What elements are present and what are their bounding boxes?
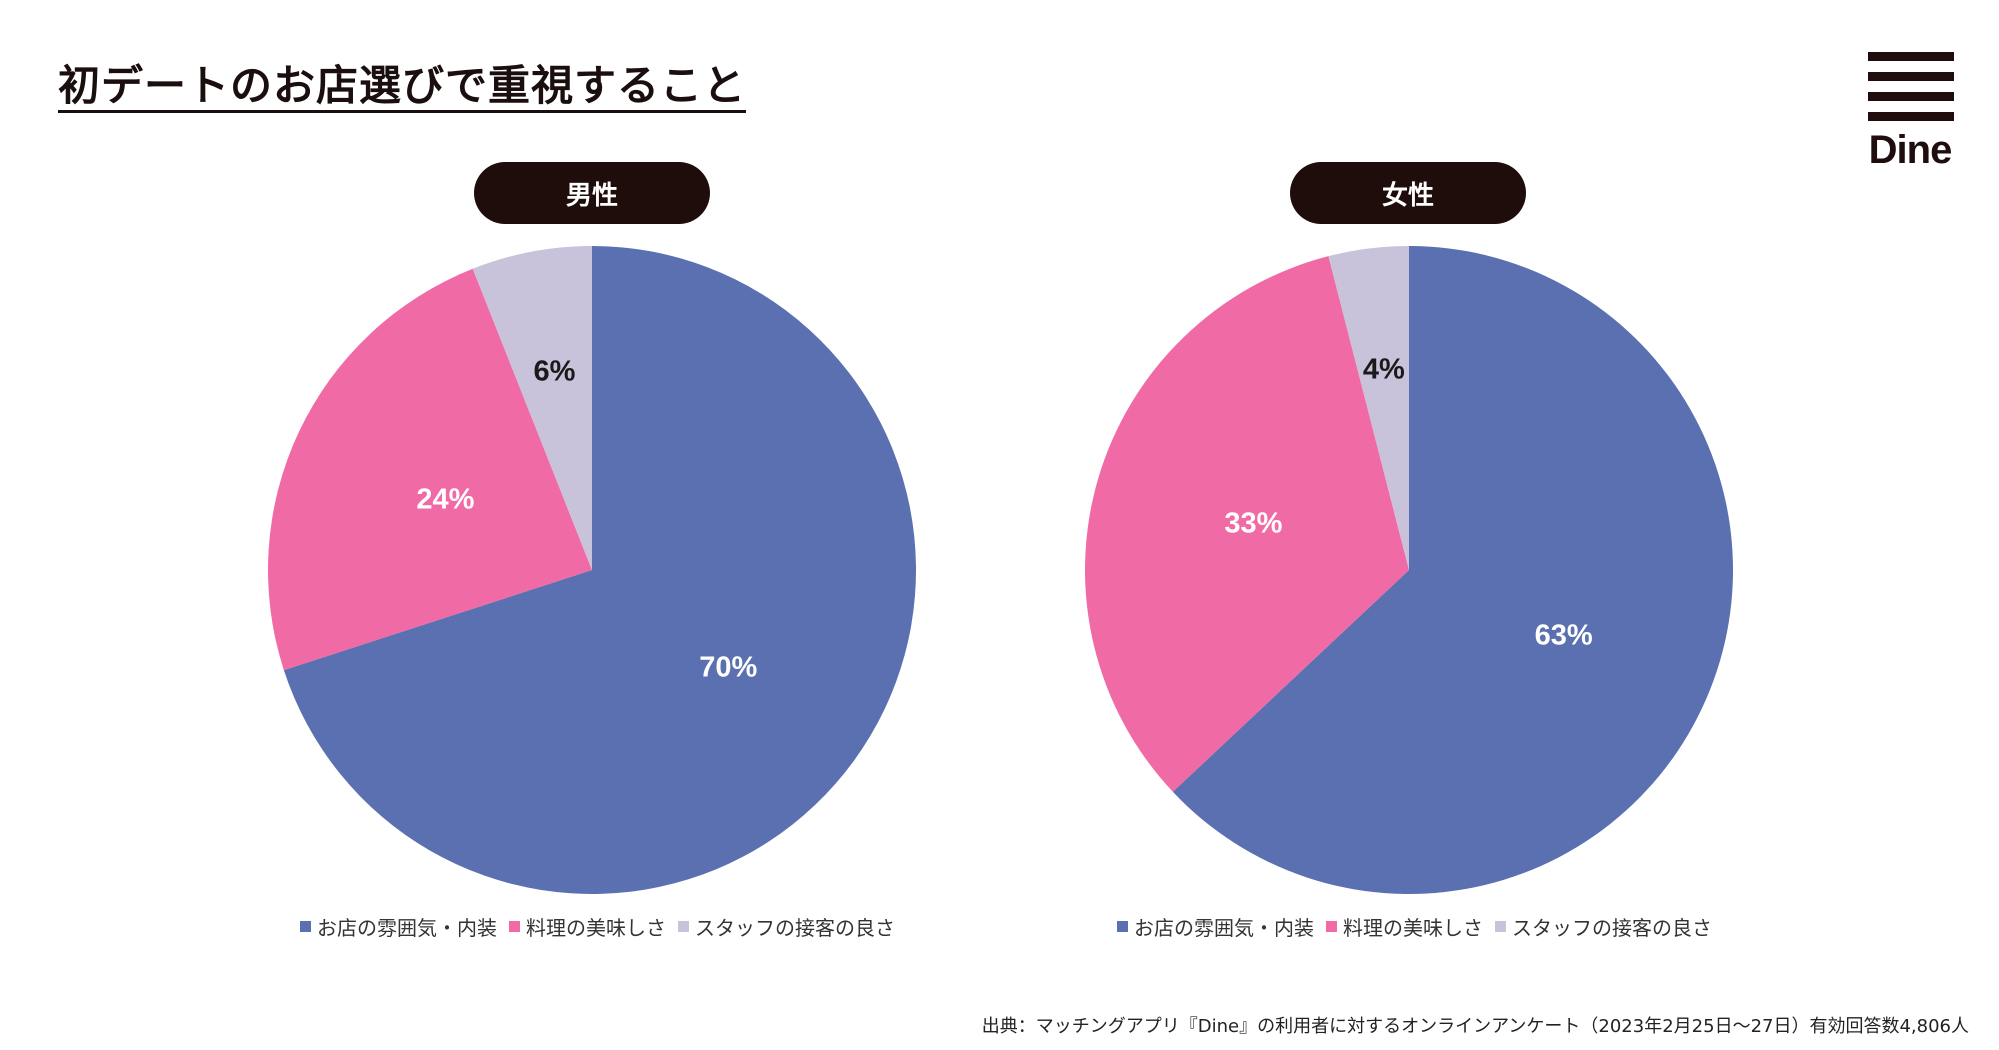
slice-staff	[472, 246, 592, 570]
legend-item-food: 料理の美味しさ	[1326, 912, 1483, 941]
legend-swatch	[1117, 920, 1128, 932]
slice-food	[1085, 256, 1409, 792]
legend-label: お店の雰囲気・内装	[1134, 915, 1314, 940]
legend-swatch	[1326, 920, 1337, 932]
legend-label: 料理の美味しさ	[1343, 915, 1483, 940]
dine-logo: Dine	[1860, 52, 1960, 182]
male-pie-chart: 70% 24% 6%	[268, 246, 917, 895]
legend-item-atmosphere: お店の雰囲気・内装	[300, 912, 497, 941]
logo-bar	[1868, 72, 1954, 81]
legend-item-staff: スタッフの接客の良さ	[1495, 912, 1712, 941]
female-legend: お店の雰囲気・内装 料理の美味しさ スタッフの接客の良さ	[1117, 912, 1724, 941]
slice-value-label: 24%	[416, 484, 474, 516]
legend-swatch	[300, 920, 311, 932]
slice-value-label: 33%	[1224, 507, 1282, 539]
logo-bar	[1868, 112, 1954, 121]
female-pie-chart: 63% 33% 4%	[1085, 246, 1733, 894]
slice-value-label: 6%	[533, 355, 575, 387]
legend-item-staff: スタッフの接客の良さ	[678, 912, 895, 941]
slice-staff	[1328, 246, 1409, 570]
logo-wordmark: Dine	[1868, 128, 1953, 172]
legend-item-atmosphere: お店の雰囲気・内装	[1117, 912, 1314, 941]
legend-label: スタッフの接客の良さ	[695, 915, 895, 940]
logo-bar	[1868, 52, 1954, 61]
slice-food	[268, 268, 592, 671]
slice-atmosphere	[1172, 246, 1733, 894]
legend-label: スタッフの接客の良さ	[1512, 915, 1712, 940]
slice-value-label: 70%	[699, 652, 757, 684]
source-note: 出典：マッチングアプリ『Dine』の利用者に対するオンラインアンケート（2023…	[981, 1016, 1969, 1037]
legend-swatch	[509, 920, 520, 932]
legend-item-food: 料理の美味しさ	[509, 912, 666, 941]
legend-swatch	[678, 920, 689, 932]
female-chart-title: 女性	[1290, 162, 1526, 224]
logo-bar	[1868, 92, 1954, 101]
legend-swatch	[1495, 920, 1506, 932]
slice-value-label: 4%	[1363, 353, 1405, 385]
legend-label: 料理の美味しさ	[526, 915, 666, 940]
slice-value-label: 63%	[1535, 620, 1593, 652]
male-chart-title: 男性	[474, 162, 710, 224]
legend-label: お店の雰囲気・内装	[317, 915, 497, 940]
slice-atmosphere	[283, 246, 917, 895]
male-legend: お店の雰囲気・内装 料理の美味しさ スタッフの接客の良さ	[300, 912, 907, 941]
page-title: 初デートのお店選びで重視すること	[58, 61, 747, 110]
